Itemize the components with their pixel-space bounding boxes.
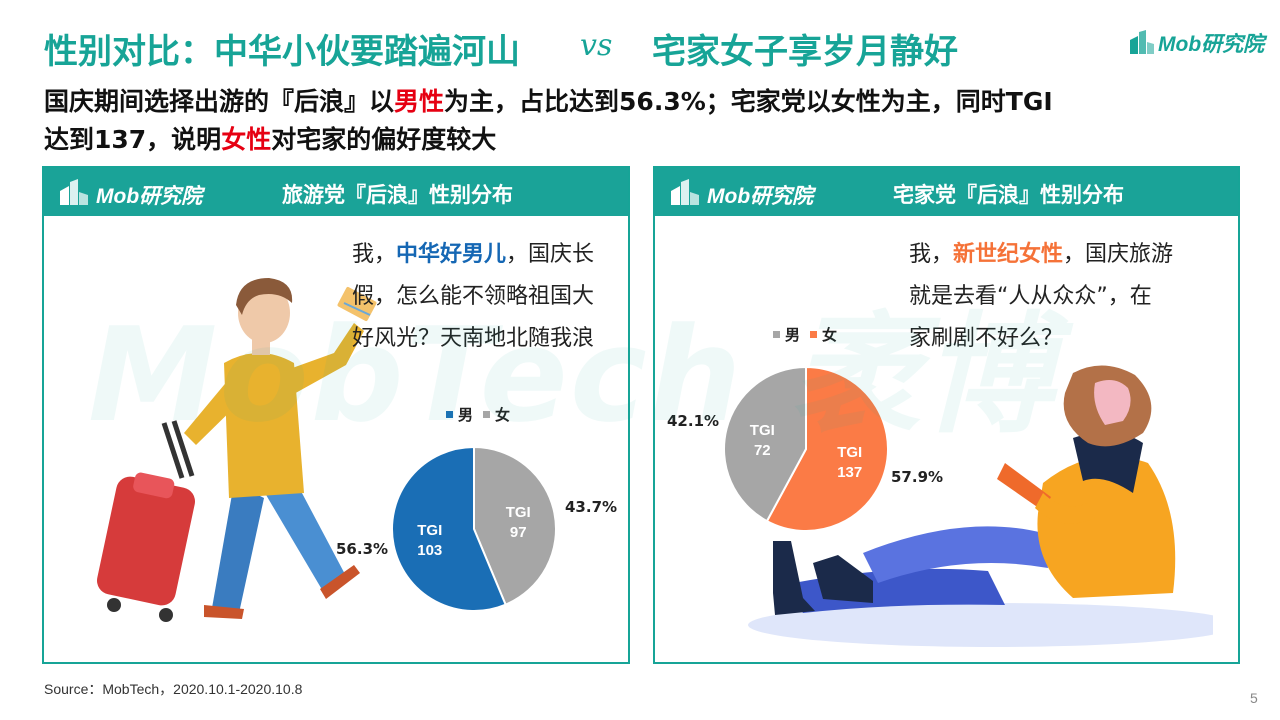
woman-reading-illustration <box>748 365 1213 647</box>
chart-legend: 男 女 <box>773 324 847 345</box>
panel-logo: Mob研究院 <box>58 177 218 208</box>
homebody-gender-pie-chart: TGI 137 TGI 72 <box>723 365 889 532</box>
legend-swatch-female <box>483 411 491 418</box>
speech-text: 好风光？天南地北随我浪 <box>352 326 595 351</box>
building-logo-icon <box>671 179 699 205</box>
panel-logo-text: Mob研究院 <box>707 185 814 208</box>
pie-slice-男 <box>723 365 807 523</box>
pie-slice-tgi-label: TGI <box>506 504 531 521</box>
page-title: 性别对比：中华小伙要踏遍河山 vs 宅家女子享岁月静好 <box>44 24 1044 74</box>
source-note: Source：MobTech，2020.10.1-2020.10.8 <box>44 681 303 697</box>
panel-title: 宅家党『后浪』性别分布 <box>893 183 1124 207</box>
subtitle-text: 对宅家的偏好度较大 <box>271 125 497 154</box>
pie-slice-pct-label: 42.1% <box>667 412 720 430</box>
page-number: 5 <box>1250 690 1258 706</box>
title-vs: vs <box>580 28 613 63</box>
speech-text: 我， <box>352 242 397 267</box>
panel-title: 旅游党『后浪』性别分布 <box>282 183 513 207</box>
man-traveler-illustration <box>97 278 377 622</box>
travel-gender-pie-chart: TGI 97 TGI 103 <box>391 445 557 612</box>
legend-swatch-male <box>446 411 453 418</box>
legend-label-female: 女 <box>822 326 838 344</box>
male-speech-text: 我，中华好男儿，国庆长 假，怎么能不领略祖国大 好风光？天南地北随我浪 <box>352 234 594 360</box>
speech-text: 我， <box>909 242 954 267</box>
title-right: 宅家女子享岁月静好 <box>652 32 958 72</box>
subtitle-highlight: 女性 <box>221 125 272 154</box>
subtitle-text: 为主，占比达到56.3%；宅家党以女性为主，同时TGI <box>444 87 1053 116</box>
building-logo-icon <box>1130 30 1154 54</box>
speech-text: ，国庆长 <box>506 242 595 267</box>
speech-highlight: 中华好男儿 <box>396 242 507 267</box>
pie-slice-tgi-label: TGI <box>837 444 862 461</box>
panel-header: Mob研究院 宅家党『后浪』性别分布 <box>655 168 1238 216</box>
female-speech-text: 我，新世纪女性，国庆旅游 就是去看“人从众众”，在 家刷剧不好么？ <box>909 234 1173 360</box>
title-left: 性别对比：中华小伙要踏遍河山 <box>44 32 520 72</box>
building-logo-icon <box>60 179 88 205</box>
legend-swatch-female <box>810 331 818 338</box>
pie-slice-tgi-label: TGI <box>417 522 442 539</box>
pie-slice-tgi-value: 72 <box>754 442 771 459</box>
pie-slice-pct-label: 56.3% <box>336 540 389 558</box>
pie-slice-pct-label: 43.7% <box>565 498 618 516</box>
subtitle-text: 国庆期间选择出游的『后浪』以 <box>44 87 395 116</box>
pie-slice-pct-label: 57.9% <box>891 468 944 486</box>
speech-highlight: 新世纪女性 <box>953 242 1064 267</box>
subtitle-text: 达到137，说明 <box>44 125 222 154</box>
legend-swatch-male <box>773 331 780 338</box>
pie-slice-tgi-value: 97 <box>510 524 527 541</box>
pie-slice-tgi-value: 103 <box>417 542 442 559</box>
speech-text: 家刷剧不好么？ <box>909 326 1064 351</box>
panel-logo-text: Mob研究院 <box>96 185 203 208</box>
pie-slice-tgi-label: TGI <box>750 422 775 439</box>
travel-gender-panel: Mob研究院 旅游党『后浪』性别分布 我，中华好男儿，国庆长 假，怎么能不领略祖… <box>42 166 630 664</box>
legend-label-male: 男 <box>458 406 474 424</box>
homebody-gender-panel: Mob研究院 宅家党『后浪』性别分布 我，新世纪女性，国庆旅游 就是去看“人从众… <box>653 166 1240 664</box>
brand-logo-text: Mob研究院 <box>1158 33 1265 56</box>
subtitle-line-1: 国庆期间选择出游的『后浪』以男性为主，占比达到56.3%；宅家党以女性为主，同时… <box>44 82 1244 118</box>
speech-text: ，国庆旅游 <box>1063 242 1174 267</box>
subtitle-line-2: 达到137，说明女性对宅家的偏好度较大 <box>44 120 1244 156</box>
legend-label-female: 女 <box>495 406 511 424</box>
pie-slice-tgi-value: 137 <box>837 464 862 481</box>
subtitle-highlight: 男性 <box>394 87 445 116</box>
pie-slice-女 <box>473 445 557 606</box>
speech-text: 就是去看“人从众众”，在 <box>909 284 1152 309</box>
panel-logo: Mob研究院 <box>669 177 829 208</box>
pie-slice-女 <box>765 365 889 532</box>
legend-label-male: 男 <box>785 326 801 344</box>
brand-logo: Mob研究院 <box>1128 26 1268 56</box>
speech-text: 假，怎么能不领略祖国大 <box>352 284 595 309</box>
panel-header: Mob研究院 旅游党『后浪』性别分布 <box>44 168 628 216</box>
chart-legend: 男 女 <box>446 404 520 425</box>
pie-slice-男 <box>391 445 507 612</box>
